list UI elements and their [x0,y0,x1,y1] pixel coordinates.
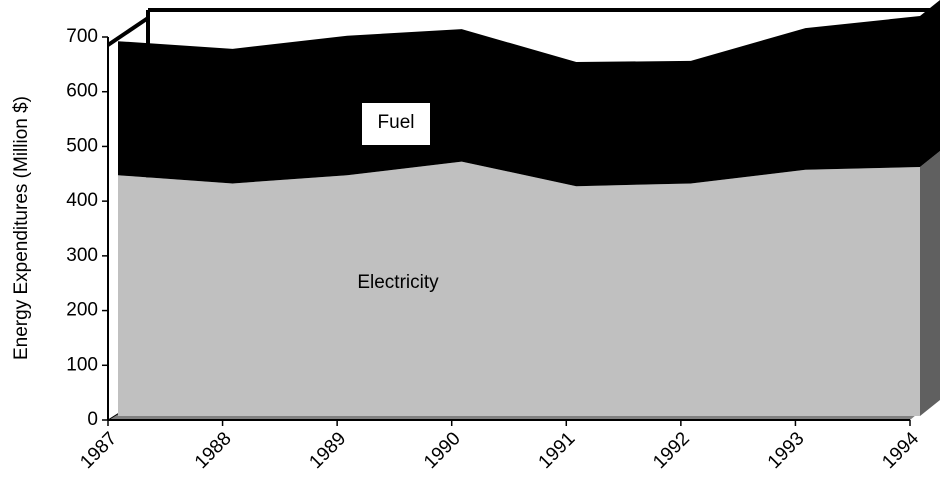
x-tick-label: 1990 [420,428,465,473]
x-tick-label: 1988 [191,428,236,473]
y-tick-label: 400 [66,190,98,211]
area-side [920,151,940,417]
series-label: Electricity [357,272,439,293]
x-tick-label: 1991 [535,428,580,473]
x-tick-label: 1989 [305,428,350,473]
area-side [920,0,940,168]
x-tick-label: 1994 [878,428,923,473]
area [118,16,920,187]
x-tick-label: 1992 [649,428,694,473]
area [118,161,920,416]
label-box [362,103,430,145]
y-tick-label: 300 [66,245,98,266]
y-tick-label: 500 [66,135,98,156]
y-axis-label: Energy Expenditures (Million $) [11,96,32,360]
y-tick-label: 200 [66,300,98,321]
series-label: Fuel [378,112,415,133]
side-wall-top [106,16,150,47]
y-tick-label: 100 [66,354,98,375]
y-tick-label: 700 [66,26,98,47]
y-tick-label: 600 [66,81,98,102]
y-tick-label: 0 [87,409,98,430]
x-tick-label: 1993 [764,428,809,473]
x-tick-label: 1987 [76,428,121,473]
